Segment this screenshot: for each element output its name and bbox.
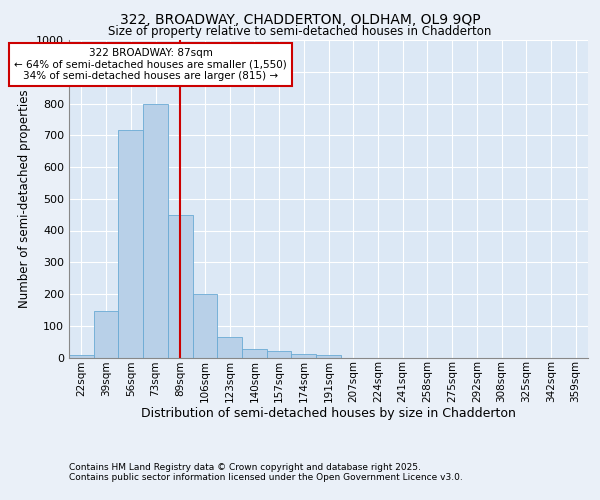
Text: 322, BROADWAY, CHADDERTON, OLDHAM, OL9 9QP: 322, BROADWAY, CHADDERTON, OLDHAM, OL9 9… bbox=[119, 12, 481, 26]
Bar bbox=[292, 354, 316, 358]
Bar bbox=[118, 130, 143, 358]
Y-axis label: Number of semi-detached properties: Number of semi-detached properties bbox=[17, 90, 31, 308]
Bar bbox=[94, 310, 118, 358]
Text: Size of property relative to semi-detached houses in Chadderton: Size of property relative to semi-detach… bbox=[109, 25, 491, 38]
Bar bbox=[168, 216, 193, 358]
Bar bbox=[242, 349, 267, 358]
Text: Contains HM Land Registry data © Crown copyright and database right 2025.: Contains HM Land Registry data © Crown c… bbox=[69, 462, 421, 471]
Text: 322 BROADWAY: 87sqm
← 64% of semi-detached houses are smaller (1,550)
34% of sem: 322 BROADWAY: 87sqm ← 64% of semi-detach… bbox=[14, 48, 287, 81]
Text: Distribution of semi-detached houses by size in Chadderton: Distribution of semi-detached houses by … bbox=[142, 408, 516, 420]
Bar bbox=[143, 104, 168, 358]
Bar bbox=[316, 356, 341, 358]
Bar bbox=[217, 337, 242, 357]
Bar bbox=[69, 355, 94, 358]
Bar bbox=[267, 351, 292, 358]
Bar bbox=[193, 294, 217, 358]
Text: Contains public sector information licensed under the Open Government Licence v3: Contains public sector information licen… bbox=[69, 472, 463, 482]
